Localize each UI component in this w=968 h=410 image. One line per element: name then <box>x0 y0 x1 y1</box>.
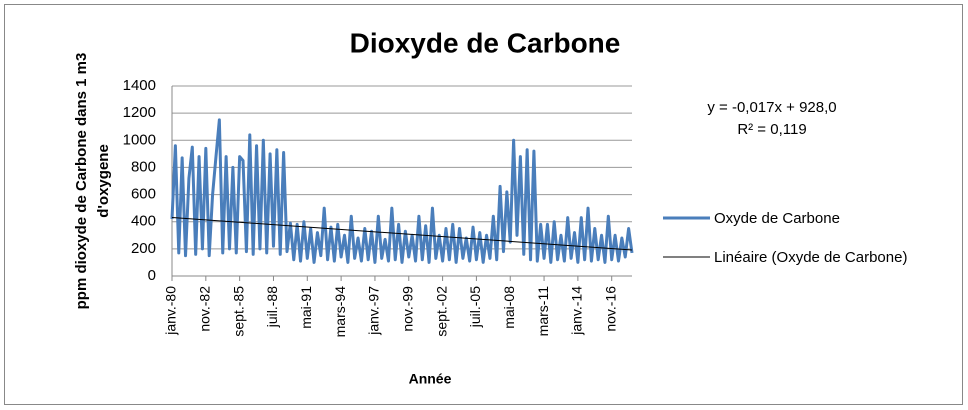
trend-line <box>171 217 633 251</box>
y-tick-label: 400 <box>131 213 156 230</box>
chart-border <box>4 4 963 405</box>
y-tick-label: 200 <box>131 240 156 257</box>
x-tick-label: mai-91 <box>298 286 314 329</box>
x-axis-label: Année <box>409 371 452 387</box>
x-tick-label: nov.-16 <box>602 286 618 332</box>
y-axis-label: ppm dioxyde de Carbone dans 1 m3 d'oxyge… <box>73 52 112 310</box>
x-tick-label: janv.-80 <box>163 286 179 336</box>
x-tick-label: nov.-99 <box>399 286 415 332</box>
x-tick-label: juil.-05 <box>467 286 483 328</box>
x-tick-label: mars-11 <box>535 286 551 337</box>
equation: y = -0,017x + 928,0 <box>707 99 836 116</box>
legend-label: Oxyde de Carbone <box>714 210 840 227</box>
x-tick-label: mai-08 <box>501 286 517 329</box>
x-tick-label: janv.-14 <box>569 286 585 336</box>
data-line <box>170 118 634 264</box>
y-tick-label: 800 <box>131 158 156 175</box>
x-tick-label: sept.-85 <box>230 286 246 337</box>
y-tick-label: 1000 <box>123 131 156 148</box>
x-tick-label: mars-94 <box>332 286 348 338</box>
y-tick-label: 1200 <box>123 104 156 121</box>
y-tick-label: 0 <box>148 267 156 284</box>
x-tick-label: nov.-82 <box>197 286 213 332</box>
x-tick-label: juil.-88 <box>264 286 280 328</box>
chart-title: Dioxyde de Carbone <box>350 27 621 58</box>
y-tick-label: 1400 <box>123 77 156 94</box>
r-squared: R² = 0,119 <box>737 121 806 138</box>
x-tick-label: janv.-97 <box>366 286 382 336</box>
x-tick-label: sept.-02 <box>433 286 449 337</box>
legend-label: Linéaire (Oxyde de Carbone) <box>714 249 907 266</box>
y-tick-label: 600 <box>131 186 156 203</box>
